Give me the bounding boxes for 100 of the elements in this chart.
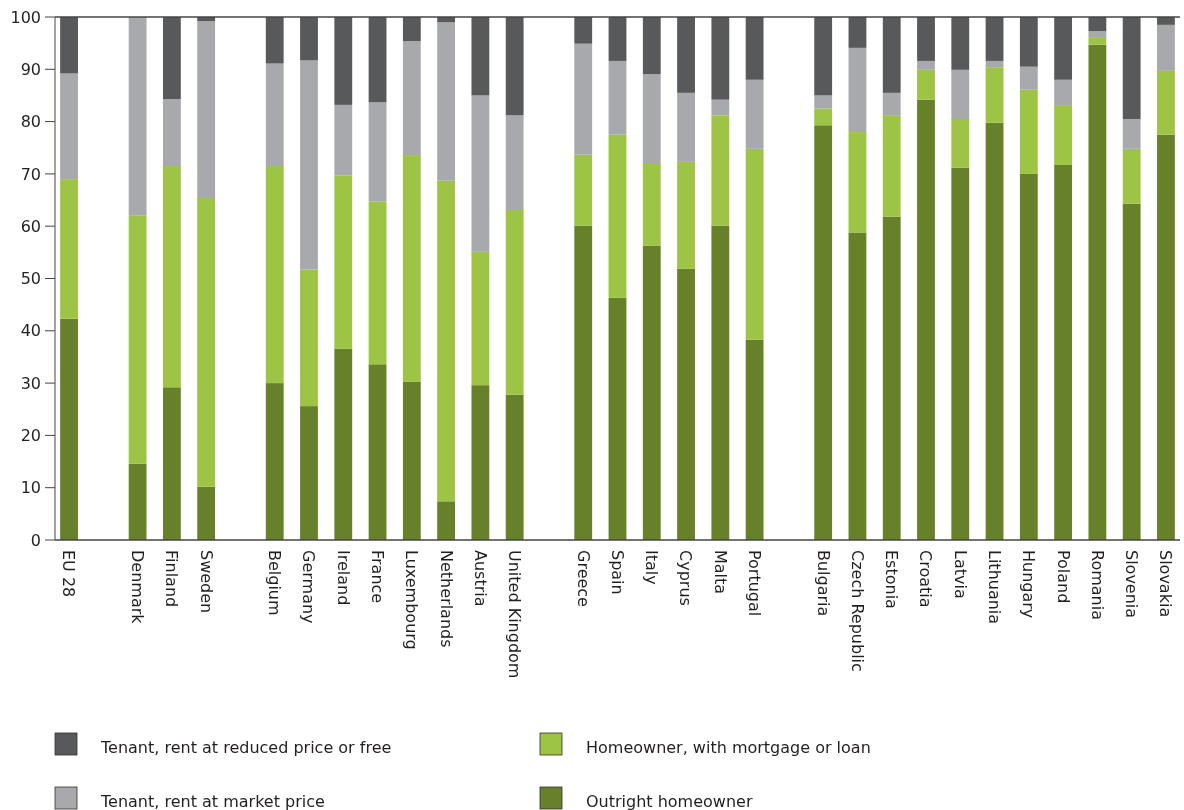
x-tick-label: Denmark <box>128 550 148 625</box>
bar <box>951 118 970 168</box>
bar <box>574 17 593 44</box>
bar <box>814 108 833 126</box>
bar <box>745 17 764 80</box>
bar <box>711 99 730 116</box>
x-tick-label: Austria <box>470 550 490 607</box>
x-tick-label: Greece <box>573 550 593 607</box>
bar <box>917 17 935 61</box>
bar <box>505 17 524 116</box>
bar <box>1019 173 1038 540</box>
bar <box>574 154 593 226</box>
bar <box>848 17 867 48</box>
bar <box>1088 37 1107 45</box>
bar <box>505 394 524 540</box>
x-tick-label: Ireland <box>333 550 353 606</box>
bar <box>1054 17 1073 80</box>
bar <box>677 17 695 93</box>
bar <box>882 115 901 217</box>
bar <box>334 175 353 349</box>
bar <box>608 60 627 135</box>
bar <box>128 17 147 216</box>
bar <box>265 166 284 384</box>
bar <box>1054 165 1073 540</box>
bar <box>1157 70 1175 135</box>
x-tick-label: Lithuania <box>984 550 1004 625</box>
x-tick-label: Hungary <box>1019 550 1039 619</box>
bar <box>368 201 387 365</box>
bar <box>642 245 661 540</box>
bar <box>985 67 1004 123</box>
bar <box>814 17 833 96</box>
bar <box>642 74 661 164</box>
x-tick-label: Poland <box>1053 550 1073 604</box>
bar <box>402 155 421 382</box>
bar <box>60 179 78 319</box>
bar <box>402 17 421 42</box>
x-tick-label: Belgium <box>265 550 285 616</box>
x-tick-label: Bulgaria <box>813 550 833 617</box>
bar <box>1088 31 1107 38</box>
bar <box>1122 17 1141 119</box>
x-tick-label: Latvia <box>950 550 970 599</box>
x-tick-label: Spain <box>607 550 627 595</box>
y-tick-label: 30 <box>20 373 41 393</box>
x-tick-label: Slovenia <box>1122 550 1142 619</box>
legend-label: Tenant, rent at market price <box>100 791 325 810</box>
bar <box>985 122 1004 540</box>
bar <box>368 364 387 540</box>
x-tick-label: Romania <box>1087 550 1107 620</box>
bar <box>1122 118 1141 149</box>
bar <box>300 269 318 407</box>
bar <box>1157 24 1175 71</box>
bar <box>265 63 284 167</box>
bar <box>642 17 661 75</box>
y-tick-label: 40 <box>20 321 41 341</box>
bar <box>197 21 216 198</box>
bar <box>402 381 421 540</box>
bar <box>128 215 147 464</box>
y-tick-label: 10 <box>20 478 41 498</box>
bar <box>711 115 730 226</box>
bar <box>60 318 78 540</box>
bar <box>437 180 456 502</box>
bar <box>951 69 970 119</box>
legend-label: Homeowner, with mortgage or loan <box>586 737 871 757</box>
bar <box>1122 148 1141 204</box>
bar <box>848 232 867 540</box>
x-tick-label: Netherlands <box>436 550 456 648</box>
bar <box>1157 17 1175 25</box>
bar <box>745 148 764 340</box>
bar <box>1054 105 1073 166</box>
x-tick-label: Italy <box>642 550 662 585</box>
bar <box>334 104 353 176</box>
y-tick-label: 80 <box>20 112 41 132</box>
bar <box>471 385 490 540</box>
bar <box>60 17 78 74</box>
bar <box>711 17 730 100</box>
bar <box>608 134 627 298</box>
bar <box>677 161 695 269</box>
bar <box>437 22 456 181</box>
bar <box>197 197 216 487</box>
bar <box>128 463 147 540</box>
bar <box>402 41 421 156</box>
bar <box>1088 44 1107 540</box>
bar <box>882 17 901 93</box>
y-tick-label: 60 <box>20 216 41 236</box>
x-tick-label: Estonia <box>882 550 902 609</box>
bar <box>60 73 78 180</box>
bar <box>985 17 1004 61</box>
y-tick-label: 90 <box>20 59 41 79</box>
x-tick-label: Croatia <box>916 550 936 608</box>
bar <box>917 99 935 540</box>
bar <box>814 125 833 540</box>
bar <box>1019 89 1038 174</box>
bar <box>608 297 627 540</box>
bar <box>848 132 867 233</box>
x-tick-label: France <box>367 550 387 604</box>
bar <box>505 209 524 395</box>
x-tick-label: Cyprus <box>676 550 696 606</box>
bar <box>917 60 935 70</box>
y-tick-label: 100 <box>10 7 41 27</box>
bar <box>265 383 284 540</box>
